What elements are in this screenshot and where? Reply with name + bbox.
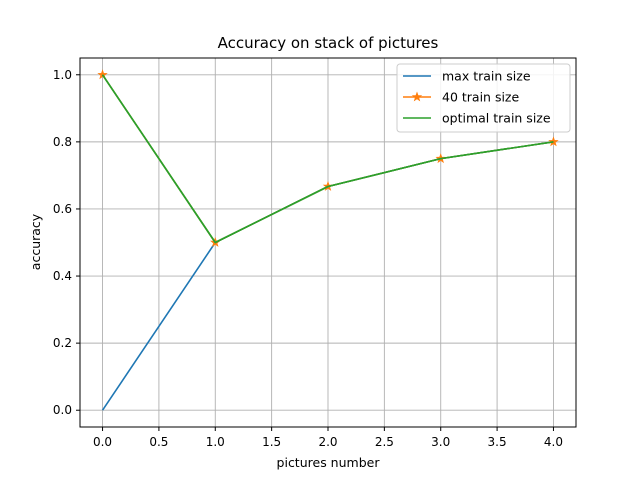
x-tick-label: 3.5 (488, 435, 507, 449)
legend-box (396, 63, 571, 133)
series-line-overlay (101, 74, 554, 244)
data-point-40-train-size (97, 69, 108, 80)
y-tick-label: 0.6 (53, 202, 72, 216)
x-tick-label: 2.0 (318, 435, 337, 449)
y-tick-label: 0.0 (53, 403, 72, 417)
x-tick-label: 2.5 (375, 435, 394, 449)
legend-marker-40-train-size (411, 91, 423, 102)
x-tick-label: 3.0 (431, 435, 450, 449)
y-axis-label: accuracy (28, 213, 43, 270)
y-tick-label: 0.8 (53, 135, 72, 149)
series-layer (97, 69, 559, 411)
x-tick-label: 0.0 (93, 435, 112, 449)
chart-title: Accuracy on stack of pictures (218, 34, 439, 52)
legend: max train size 40 train size optimal train… (396, 63, 571, 133)
legend-label-max-train-size: max train size (442, 69, 531, 84)
x-tick-label: 0.5 (149, 435, 168, 449)
x-axis-label: pictures number (277, 455, 381, 470)
x-tick-label: 4.0 (544, 435, 563, 449)
data-point-40-train-size (548, 136, 559, 147)
x-tick-label: 1.0 (206, 435, 225, 449)
legend-label-optimal-train-size: optimal train size (442, 111, 551, 126)
axis-ticks: 0.0 0.5 1.0 1.5 2.0 2.5 3.0 3.5 4.0 0.0 0.2 0.4 0.6 0… (53, 68, 563, 449)
y-tick-label: 0.4 (53, 269, 72, 283)
legend-label-40-train-size: 40 train size (442, 90, 519, 105)
y-tick-label: 0.2 (53, 336, 72, 350)
x-tick-label: 1.5 (262, 435, 281, 449)
y-tick-label: 1.0 (53, 68, 72, 82)
